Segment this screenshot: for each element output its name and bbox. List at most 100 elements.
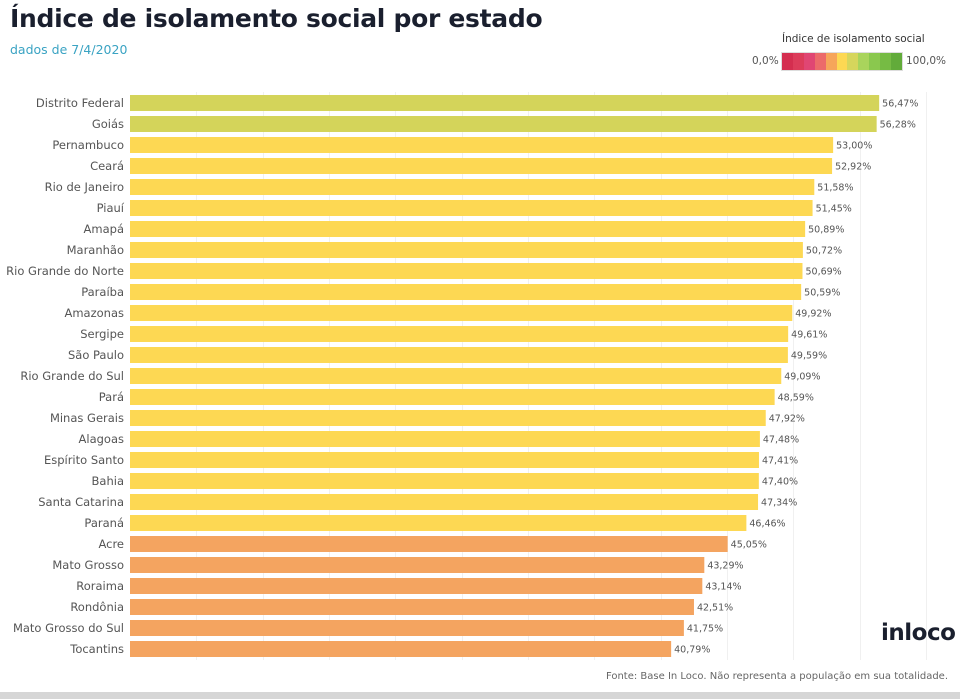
state-label: Acre	[98, 537, 124, 551]
color-legend: Índice de isolamento social 0,0% 100,0%	[748, 32, 948, 76]
inloco-logo: inloco	[881, 620, 956, 646]
bar[interactable]	[130, 95, 880, 111]
legend-swatch	[858, 53, 870, 70]
bar[interactable]	[130, 410, 766, 426]
bar[interactable]	[130, 200, 813, 216]
state-label: Paraíba	[81, 285, 124, 299]
legend-min-label: 0,0%	[752, 55, 779, 67]
legend-swatch	[847, 53, 859, 70]
state-label: Distrito Federal	[36, 96, 124, 110]
bar[interactable]	[130, 158, 833, 174]
state-label: Rio de Janeiro	[45, 180, 124, 194]
bar[interactable]	[130, 284, 802, 300]
legend-swatch	[880, 53, 892, 70]
bar[interactable]	[130, 116, 877, 132]
value-labels: 56,47% 56,28% 53,00% 52,92% 51,58% 51,45% 50,8…	[674, 99, 918, 656]
value-label: 47,40%	[762, 477, 798, 488]
value-label: 41,75%	[687, 624, 723, 635]
bar[interactable]	[130, 473, 759, 489]
value-label: 50,59%	[804, 288, 840, 299]
state-label: Goiás	[92, 117, 124, 131]
value-label: 51,58%	[817, 183, 853, 194]
value-label: 56,28%	[880, 120, 916, 131]
state-label: Rondônia	[70, 600, 124, 614]
legend-swatch	[803, 53, 815, 70]
state-labels: Distrito Federal Goiás Pernambuco Ceará Rio …	[6, 96, 125, 656]
bar[interactable]	[130, 599, 694, 615]
bars	[130, 95, 880, 657]
bar[interactable]	[130, 326, 789, 342]
state-label: Paraná	[84, 516, 124, 530]
value-label: 42,51%	[697, 603, 733, 614]
state-label: Alagoas	[79, 432, 124, 446]
state-label: Ceará	[90, 159, 124, 173]
legend-swatch	[891, 53, 902, 70]
state-label: Amazonas	[64, 306, 124, 320]
value-label: 49,09%	[784, 372, 820, 383]
value-label: 46,46%	[749, 519, 785, 530]
state-label: Maranhão	[67, 243, 124, 257]
bar[interactable]	[130, 137, 834, 153]
legend-title: Índice de isolamento social	[782, 33, 925, 45]
state-label: Espírito Santo	[44, 453, 124, 467]
legend-swatch	[792, 53, 804, 70]
state-label: Piauí	[97, 201, 125, 215]
bar[interactable]	[130, 578, 703, 594]
bar[interactable]	[130, 305, 793, 321]
state-label: Tocantins	[69, 642, 124, 656]
state-label: Roraima	[76, 579, 124, 593]
chart-subtitle: dados de 7/4/2020	[10, 42, 128, 57]
value-label: 43,29%	[707, 561, 743, 572]
value-label: 43,14%	[705, 582, 741, 593]
state-label: Bahia	[92, 474, 124, 488]
value-label: 40,79%	[674, 645, 710, 656]
value-label: 48,59%	[778, 393, 814, 404]
legend-swatch	[825, 53, 837, 70]
value-label: 50,89%	[808, 225, 844, 236]
value-label: 47,34%	[761, 498, 797, 509]
state-label: Mato Grosso do Sul	[13, 621, 124, 635]
legend-color-scale	[781, 52, 903, 71]
value-label: 50,69%	[805, 267, 841, 278]
bar[interactable]	[130, 620, 684, 636]
bar[interactable]	[130, 641, 672, 657]
state-label: Pernambuco	[52, 138, 124, 152]
bar[interactable]	[130, 452, 759, 468]
state-label: Mato Grosso	[52, 558, 124, 572]
source-footnote: Fonte: Base In Loco. Não representa a po…	[605, 671, 948, 682]
value-label: 49,59%	[791, 351, 827, 362]
bar[interactable]	[130, 557, 705, 573]
bar[interactable]	[130, 263, 803, 279]
legend-swatch	[782, 53, 793, 70]
bar[interactable]	[130, 536, 728, 552]
bar[interactable]	[130, 347, 788, 363]
value-label: 47,92%	[769, 414, 805, 425]
state-label: Rio Grande do Sul	[20, 369, 124, 383]
bar[interactable]	[130, 368, 782, 384]
bar[interactable]	[130, 494, 759, 510]
bar[interactable]	[130, 242, 803, 258]
bar[interactable]	[130, 389, 775, 405]
legend-max-label: 100,0%	[906, 55, 947, 67]
bar[interactable]	[130, 221, 806, 237]
value-label: 49,61%	[791, 330, 827, 341]
bar[interactable]	[130, 515, 747, 531]
legend-swatch	[836, 53, 848, 70]
value-label: 52,92%	[835, 162, 871, 173]
state-label: Santa Catarina	[38, 495, 124, 509]
chart-title: Índice de isolamento social por estado	[10, 4, 543, 33]
state-label: Minas Gerais	[50, 411, 124, 425]
bar[interactable]	[130, 179, 815, 195]
value-label: 56,47%	[882, 99, 918, 110]
state-label: Sergipe	[80, 327, 124, 341]
value-label: 53,00%	[836, 141, 872, 152]
state-label: Amapá	[84, 222, 124, 236]
state-label: Rio Grande do Norte	[6, 264, 124, 278]
state-label: Pará	[99, 390, 124, 404]
bottom-toolbar	[0, 692, 960, 699]
value-label: 51,45%	[816, 204, 852, 215]
value-label: 50,72%	[806, 246, 842, 257]
legend-swatch	[814, 53, 826, 70]
bar[interactable]	[130, 431, 760, 447]
